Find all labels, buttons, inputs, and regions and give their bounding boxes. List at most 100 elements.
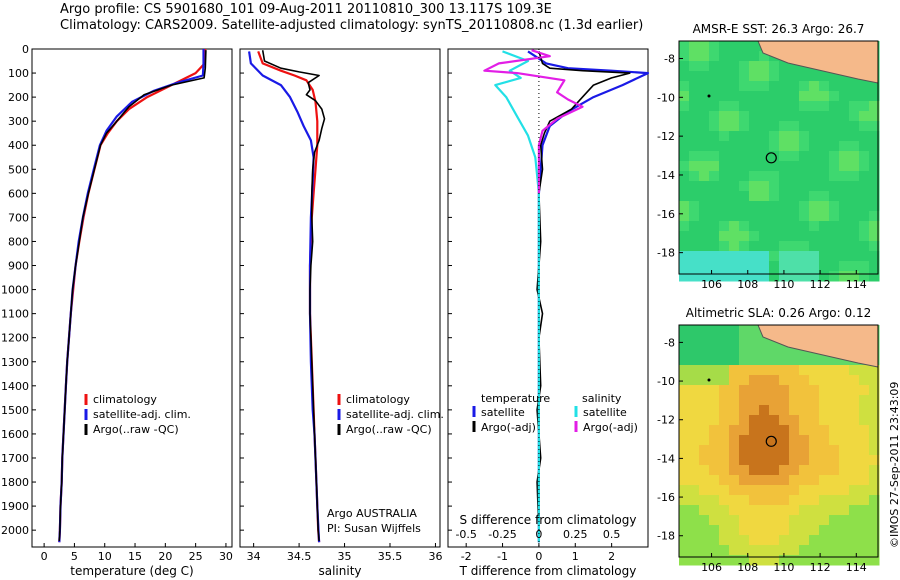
x-tick-label: -1 (497, 550, 508, 563)
map-cell (839, 525, 850, 536)
map-cell (759, 355, 770, 366)
map-cell (849, 375, 860, 386)
map-cell (809, 515, 820, 526)
map-cell (679, 51, 690, 62)
map-cell (729, 435, 740, 446)
map-cell (689, 191, 700, 202)
map-cell (859, 141, 870, 152)
map-cell (729, 365, 740, 376)
map-cell (689, 251, 700, 262)
map-cell (809, 375, 820, 386)
x-axis-label: salinity (318, 564, 361, 578)
map-cell (859, 415, 870, 426)
map-cell (739, 251, 750, 262)
s-axis-label: S difference from climatology (460, 513, 637, 527)
map-cell (689, 161, 700, 172)
x-tick-label: 2 (608, 550, 615, 563)
map-cell (869, 465, 880, 476)
map-cell (719, 51, 730, 62)
map-cell (809, 415, 820, 426)
map-cell (769, 415, 780, 426)
map-cell (769, 151, 780, 162)
map-cell (769, 241, 780, 252)
map-cell (689, 221, 700, 232)
map-cell (789, 355, 800, 366)
map-cell (679, 365, 690, 376)
map-cell (799, 131, 810, 142)
map-cell (809, 355, 820, 366)
map-cell (799, 201, 810, 212)
map-cell (829, 495, 840, 506)
map-cell (739, 131, 750, 142)
y-tick-label: 700 (8, 211, 29, 224)
map-cell (749, 41, 760, 52)
map-cell (739, 425, 750, 436)
map-cell (849, 131, 860, 142)
x-tick-label: 1 (572, 550, 579, 563)
map-cell (689, 261, 700, 272)
map-cell (829, 485, 840, 496)
map-cell (849, 525, 860, 536)
map-cell (869, 485, 880, 496)
map-cell (749, 51, 760, 62)
map-cell (749, 465, 760, 476)
x-tick-label: 112 (810, 561, 831, 574)
map-cell (749, 485, 760, 496)
map-cell (739, 405, 750, 416)
map-cell (809, 455, 820, 466)
y-tick-label: 800 (8, 235, 29, 248)
map-cell (779, 415, 790, 426)
map-cell (719, 71, 730, 82)
map-cell (869, 241, 880, 252)
salinity-panel: 34 34.5 35 35.5 36 salinity climatology satelli… (239, 48, 444, 578)
series-line-2 (58, 50, 207, 542)
map-cell (819, 405, 830, 416)
map-cell (789, 151, 800, 162)
map-cell (769, 445, 780, 456)
map-cell (859, 81, 870, 92)
map-cell (709, 71, 720, 82)
map-cell (679, 345, 690, 356)
map-cell (779, 131, 790, 142)
map-cell (729, 355, 740, 366)
map-cell (809, 261, 820, 272)
map-cell (769, 545, 780, 556)
map-cell (769, 201, 780, 212)
map-cell (869, 545, 880, 556)
map-frame (678, 40, 879, 275)
map-cell (819, 535, 830, 546)
map-cell (799, 151, 810, 162)
map-cell (769, 455, 780, 466)
map-cell (679, 495, 690, 506)
map-cell (769, 555, 780, 566)
map-cell (789, 365, 800, 376)
map-cell (749, 405, 760, 416)
map-cell (749, 365, 760, 376)
map-cell (799, 445, 810, 456)
map-cell (839, 385, 850, 396)
map-cell (689, 345, 700, 356)
map-cell (849, 251, 860, 262)
map-cell (859, 171, 870, 182)
map-cell (779, 445, 790, 456)
map-cell (839, 101, 850, 112)
map-cell (719, 211, 730, 222)
map-cell (849, 181, 860, 192)
map-cell (809, 161, 820, 172)
map-cell (749, 455, 760, 466)
map-cell (759, 505, 770, 516)
map-cell (749, 191, 760, 202)
map-cell (869, 455, 880, 466)
map-cell (799, 271, 810, 282)
map-cell (849, 505, 860, 516)
map-cell (829, 435, 840, 446)
map-cell (759, 151, 770, 162)
map-cell (829, 535, 840, 546)
map-cell (789, 505, 800, 516)
map-cell (859, 425, 870, 436)
map-cell (699, 91, 710, 102)
map-cell (769, 141, 780, 152)
map-title: Altimetric SLA: 0.26 Argo: 0.12 (686, 306, 871, 320)
map-cell (709, 455, 720, 466)
map-cell (809, 171, 820, 182)
